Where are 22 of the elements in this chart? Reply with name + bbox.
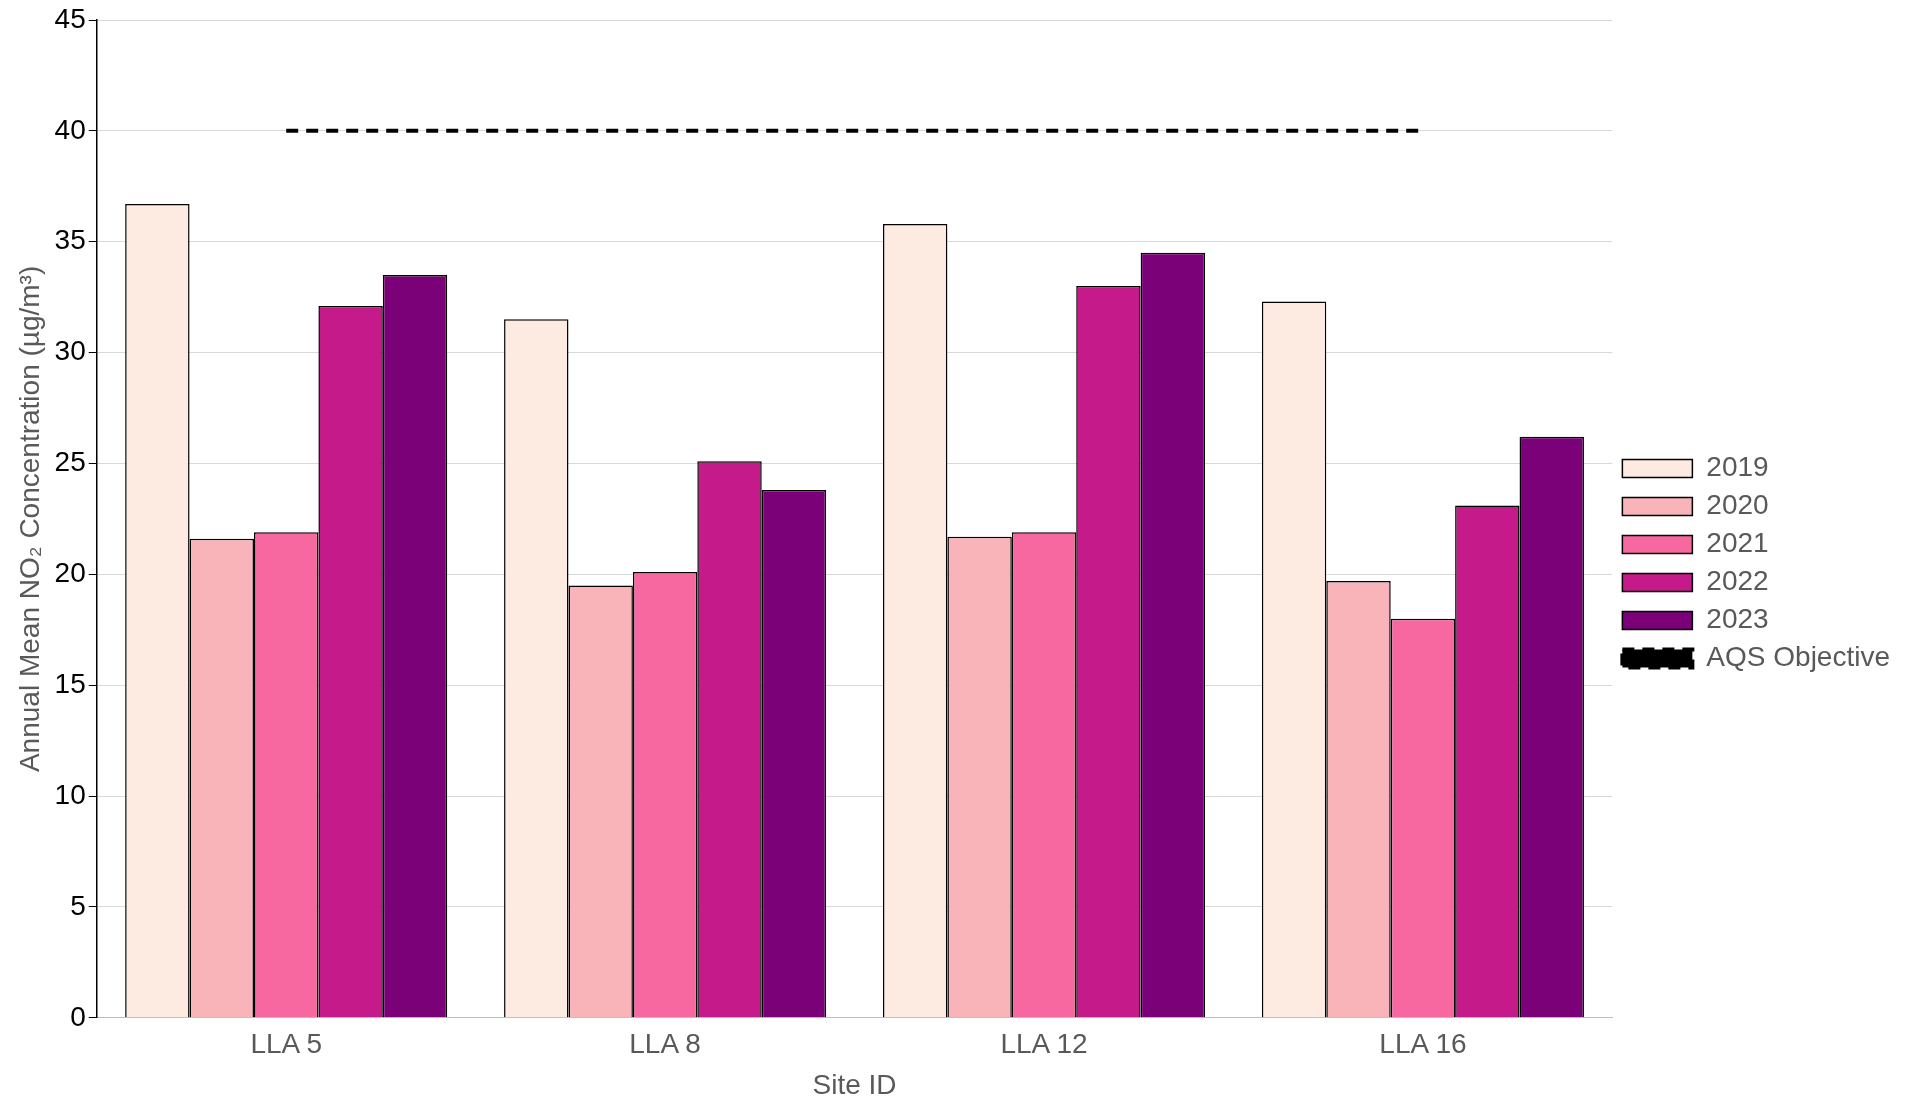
legend-label: 2019 [1706, 451, 1769, 483]
y-tick-label: 35 [54, 224, 86, 256]
legend-label: 2020 [1706, 489, 1769, 521]
x-tick-label: LLA 12 [1000, 1028, 1088, 1060]
x-axis-title: Site ID [812, 1068, 897, 1100]
y-tick-label: 25 [54, 446, 86, 478]
x-tick-label: LLA 16 [1379, 1028, 1467, 1060]
x-tick-label: LLA 5 [250, 1028, 323, 1060]
legend-label: 2023 [1706, 603, 1769, 635]
legend-label: 2021 [1706, 527, 1769, 559]
legend-label: 2022 [1706, 565, 1769, 597]
y-tick-label: 10 [54, 778, 86, 810]
y-tick-label: 40 [54, 113, 86, 145]
y-tick-label: 20 [54, 557, 86, 589]
x-tick-label: LLA 8 [629, 1028, 701, 1060]
legend-label: AQS Objective [1706, 641, 1891, 673]
y-tick-label: 30 [54, 335, 86, 367]
y-tick-label: 5 [70, 889, 86, 921]
y-axis-title: Annual Mean NO₂ Concentration (µg/m³) [13, 265, 45, 773]
y-tick-label: 15 [54, 667, 86, 699]
y-tick-label: 45 [54, 2, 86, 34]
y-tick-label: 0 [70, 1000, 86, 1032]
